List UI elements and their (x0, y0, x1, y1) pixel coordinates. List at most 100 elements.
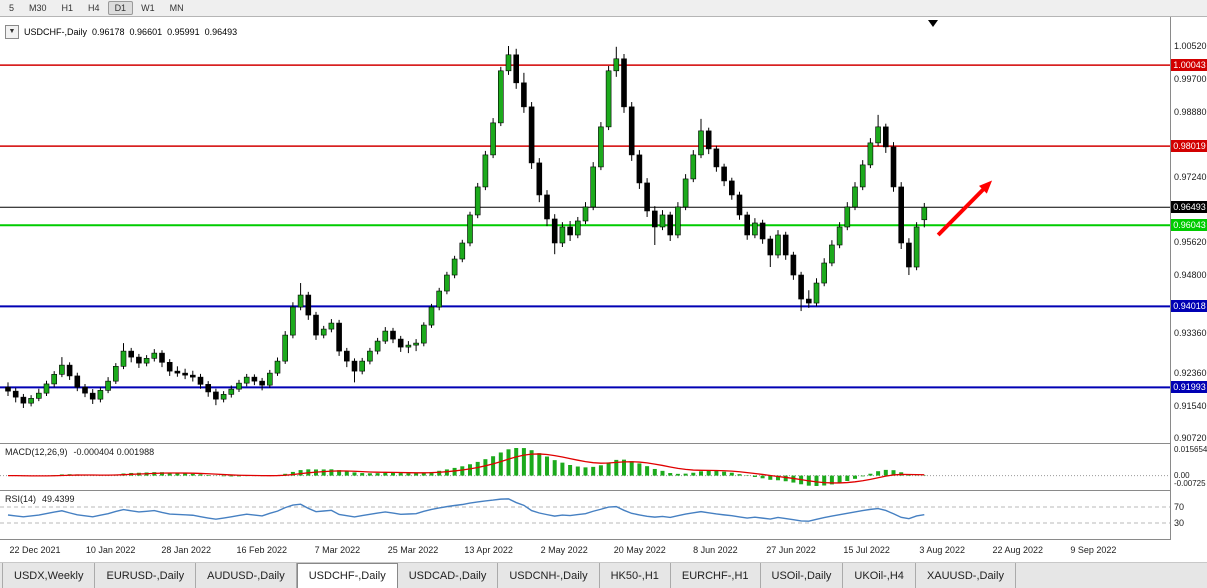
symbol-dropdown-button[interactable]: ▼ (5, 25, 19, 39)
tab-eurusd-daily[interactable]: EURUSD-,Daily (95, 563, 197, 588)
price-tick: 0.99700 (1174, 73, 1207, 84)
candlestick (197, 376, 204, 385)
candlestick (43, 383, 50, 394)
candlestick (782, 234, 789, 256)
date-label: 16 Feb 2022 (236, 545, 288, 555)
candlestick (290, 306, 296, 336)
candlestick (521, 82, 527, 108)
price-chart-canvas[interactable] (0, 17, 1170, 443)
candlestick (343, 350, 350, 362)
date-label: 9 Sep 2022 (1070, 545, 1117, 555)
candlestick (28, 398, 34, 404)
candlestick (74, 375, 81, 388)
tab-eurchf-h1[interactable]: EURCHF-,H1 (671, 563, 761, 588)
candlestick (320, 328, 327, 336)
date-label: 10 Jan 2022 (85, 545, 136, 555)
trend-arrow[interactable] (936, 186, 987, 237)
price-chart-pane[interactable]: ▼ USDCHF-,Daily 0.96178 0.96601 0.95991 … (0, 17, 1170, 444)
tab-xauusd-daily[interactable]: XAUUSD-,Daily (916, 563, 1016, 588)
candlestick (89, 392, 96, 400)
candlestick (713, 148, 720, 168)
chevron-down-icon: ▼ (8, 28, 16, 35)
timeframe-button-5[interactable]: 5 (9, 3, 15, 13)
candlestick (420, 324, 427, 344)
candlestick (775, 234, 781, 256)
price-axis[interactable]: 1.00520 0.99700 0.98880 0.97240 0.95620 0.948… (1170, 17, 1207, 540)
candlestick (390, 330, 396, 340)
tab-usdchf-daily[interactable]: USDCHF-,Daily (296, 563, 398, 588)
candlestick (190, 374, 196, 378)
tab-hk50-h1[interactable]: HK50-,H1 (600, 563, 671, 588)
timeframe-button-D1[interactable]: D1 (107, 1, 134, 15)
tab-ukoil-h4[interactable]: UKOil-,H4 (843, 563, 916, 588)
candlestick (313, 314, 319, 336)
candlestick (829, 244, 835, 264)
candlestick (705, 130, 712, 150)
symbol-title: USDCHF-,Daily (24, 27, 87, 37)
candlestick (721, 166, 727, 182)
candlestick (35, 392, 42, 399)
quote-high: 0.96601 (129, 27, 163, 37)
candlestick (852, 186, 858, 208)
candlestick (813, 282, 820, 304)
rsi-pane[interactable]: RSI(14) 49.4399 (0, 491, 1170, 540)
candlestick (836, 226, 843, 246)
candlestick (20, 396, 27, 404)
price-tick: 1.00520 (1174, 40, 1207, 51)
date-label: 3 Aug 2022 (919, 545, 965, 555)
candlestick (159, 352, 165, 363)
candlestick (651, 210, 658, 228)
candlestick (251, 376, 258, 382)
candlestick (274, 360, 281, 374)
candlestick (921, 207, 928, 221)
candlestick (590, 166, 597, 208)
tab-audusd-daily[interactable]: AUDUSD-,Daily (196, 563, 297, 588)
candlestick (413, 342, 419, 346)
rsi-value: 49.4399 (42, 494, 75, 504)
timeframe-button-W1[interactable]: W1 (141, 3, 155, 13)
candlestick (567, 226, 573, 236)
tab-usdcad-daily[interactable]: USDCAD-,Daily (398, 563, 499, 588)
candlestick (744, 214, 751, 236)
timeframe-toolbar: 5 M30 H1 H4 D1 W1 MN (0, 0, 1207, 17)
candlestick (913, 226, 920, 268)
date-label: 13 Apr 2022 (464, 545, 513, 555)
rsi-label: RSI(14) (5, 494, 37, 504)
price-badge-0.91993: 0.91993 (1171, 381, 1207, 394)
candlestick (805, 298, 812, 304)
macd-pane[interactable]: MACD(12,26,9) -0.000404 0.001988 (0, 444, 1170, 491)
candlestick (798, 274, 804, 300)
candlestick (690, 154, 697, 180)
candlestick (297, 294, 304, 308)
candlestick (752, 222, 758, 236)
candlestick (636, 154, 643, 184)
candlestick (136, 356, 142, 364)
price-badge-1.00043: 1.00043 (1171, 59, 1207, 72)
time-axis[interactable]: 22 Dec 2021 10 Jan 2022 28 Jan 2022 16 Feb … (0, 540, 1207, 563)
timeframe-button-H1[interactable]: H1 (61, 3, 74, 13)
candlestick (182, 372, 188, 376)
date-label: 8 Jun 2022 (693, 545, 738, 555)
candlestick (174, 370, 181, 374)
timeframe-button-M30[interactable]: M30 (29, 3, 47, 13)
candlestick (505, 54, 512, 72)
date-label: 20 May 2022 (613, 545, 666, 555)
candlestick (582, 206, 589, 222)
timeframe-button-H4[interactable]: H4 (88, 3, 100, 13)
candlestick (359, 360, 366, 372)
candlestick (236, 382, 242, 390)
candlestick (528, 106, 535, 164)
timeframe-button-MN[interactable]: MN (169, 3, 184, 13)
candlestick (574, 220, 581, 236)
rsi-canvas[interactable] (0, 491, 1170, 539)
candlestick (513, 54, 520, 84)
candlestick (906, 242, 912, 268)
price-tick: 0.93360 (1174, 327, 1207, 338)
candlestick (282, 334, 289, 362)
candlestick (605, 70, 612, 128)
tab-usoil-daily[interactable]: USOil-,Daily (761, 563, 844, 588)
tab-usdx-weekly[interactable]: USDX,Weekly (2, 563, 96, 588)
macd-canvas[interactable] (0, 444, 1170, 490)
tab-usdcnh-daily[interactable]: USDCNH-,Daily (498, 563, 600, 588)
chart-tab-bar: USDX,Weekly EURUSD-,Daily AUDUSD-,Daily USD… (0, 562, 1207, 588)
